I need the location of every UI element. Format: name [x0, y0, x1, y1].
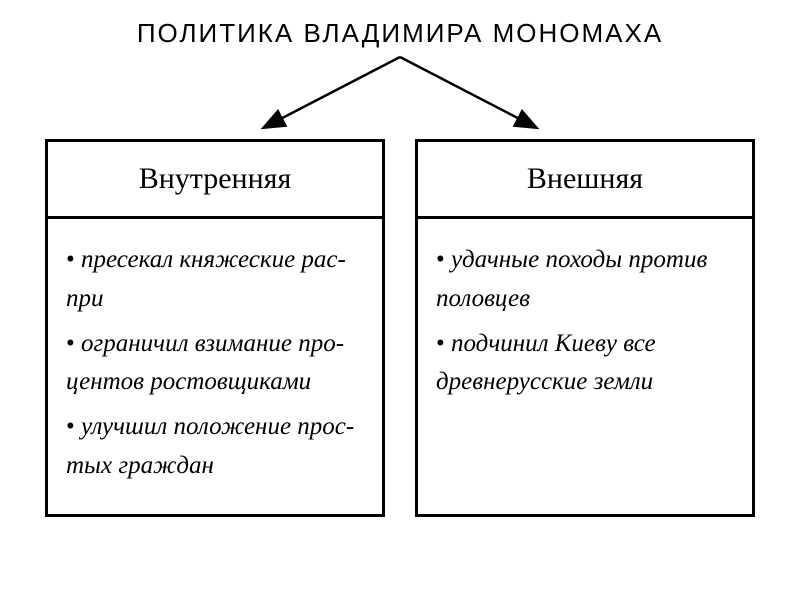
list-item: подчинил Киеву все древнерусские земли — [436, 325, 734, 403]
box-header-internal: Внутренняя — [48, 142, 382, 219]
arrow-left — [265, 57, 400, 127]
box-external-policy: Внешняя удачные походы про­тив половцев … — [415, 139, 755, 517]
box-internal-policy: Внутренняя пресекал княжеские рас­при ог… — [45, 139, 385, 517]
diagram-title: ПОЛИТИКА ВЛАДИМИРА МОНОМАХА — [0, 0, 800, 49]
arrows-container — [0, 49, 800, 139]
list-item: удачные походы про­тив половцев — [436, 241, 734, 319]
arrow-right — [400, 57, 535, 127]
list-item: улучшил положение прос­тых граждан — [66, 408, 364, 486]
box-content-external: удачные походы про­тив половцев подчинил… — [418, 219, 752, 509]
list-item: ограничил взимание про­центов ростовщика… — [66, 325, 364, 403]
branch-arrows-svg — [0, 49, 800, 139]
box-header-external: Внешняя — [418, 142, 752, 219]
box-content-internal: пресекал княжеские рас­при ограничил взи… — [48, 219, 382, 514]
boxes-container: Внутренняя пресекал княжеские рас­при ог… — [0, 139, 800, 517]
list-item: пресекал княжеские рас­при — [66, 241, 364, 319]
